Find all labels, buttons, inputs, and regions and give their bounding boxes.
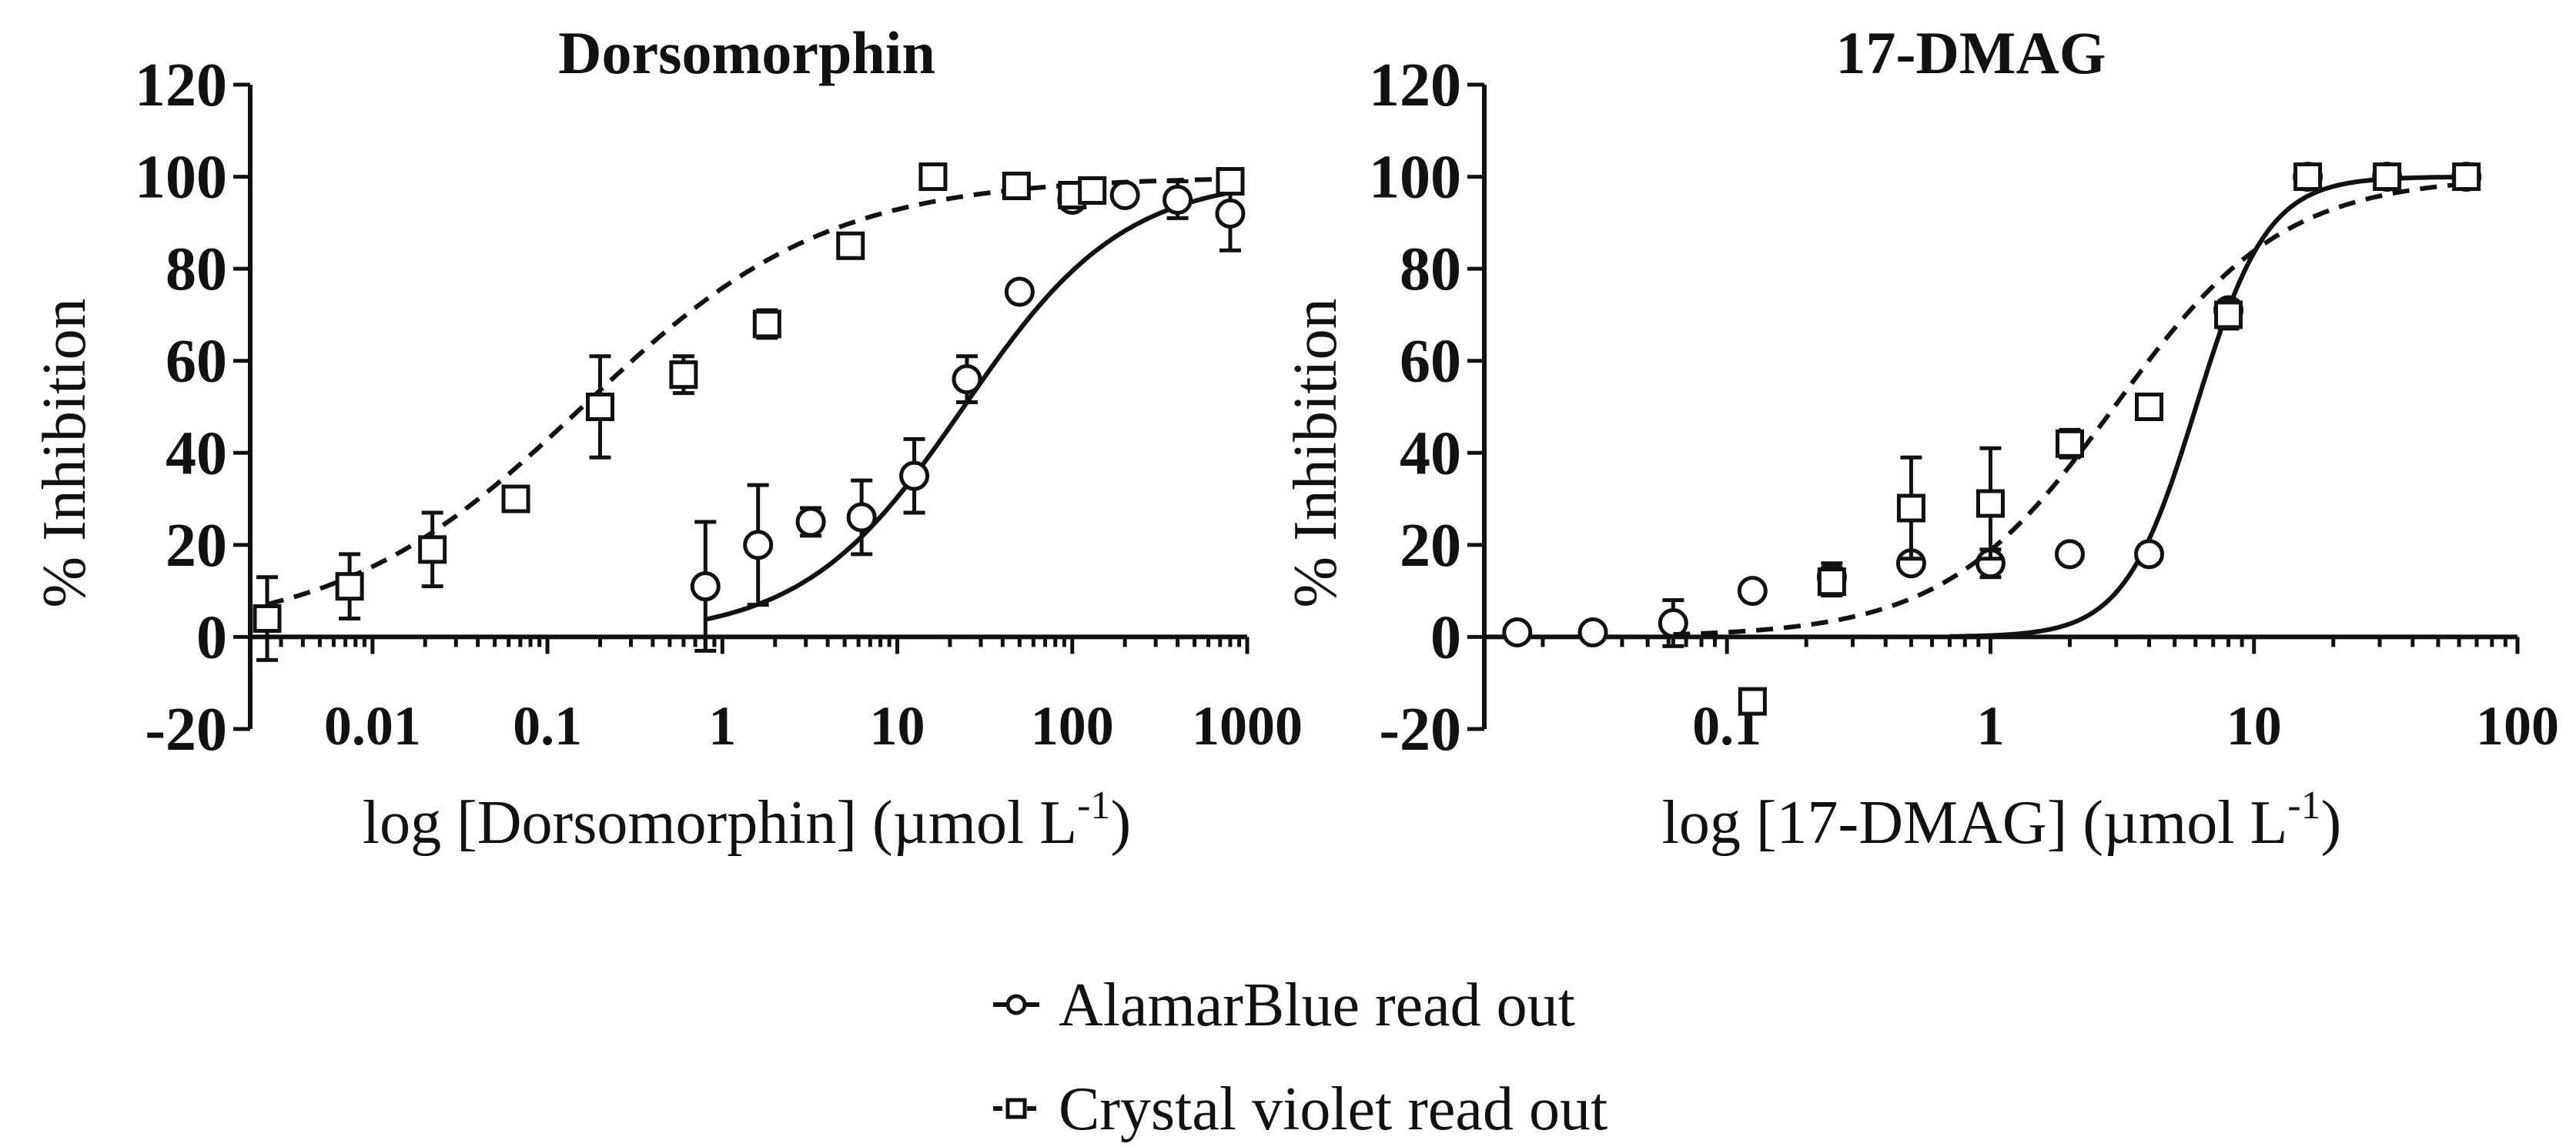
data-point-circle [1737, 576, 1768, 607]
data-point-square [1216, 167, 1245, 196]
series-alamarblue [690, 175, 1246, 653]
data-point-square [918, 162, 948, 192]
x-tick-label: 1 [708, 695, 736, 757]
data-point-square [2135, 393, 2164, 421]
x-tick-label: 100 [1031, 695, 1114, 757]
data-point-square [2214, 300, 2243, 329]
data-point-circle [743, 530, 774, 560]
x-axis-label-main: log [17-DMAG] (µmol L [1662, 789, 2288, 857]
data-point-circle [952, 364, 982, 395]
x-axis-label: log [Dorsomorphin] (µmol L-1) [363, 784, 1131, 857]
legend-item: Crystal violet read out [993, 1075, 1607, 1143]
data-point-circle [1215, 198, 1246, 229]
data-point-square [501, 484, 530, 513]
y-tick-label: 0 [196, 604, 227, 671]
data-point-square [1896, 493, 1925, 523]
y-tick-label: 60 [166, 328, 227, 396]
x-tick-label: 0.01 [324, 695, 421, 757]
data-point-circle [1658, 607, 1688, 638]
x-tick-label: 1 [1976, 695, 2004, 757]
data-point-circle [795, 507, 826, 537]
data-point-circle [2134, 539, 2165, 570]
data-point-circle [1577, 617, 1608, 647]
data-point-square [669, 360, 698, 390]
data-point-square [335, 572, 364, 601]
x-tick-label: 1000 [1192, 695, 1303, 757]
data-point-square [2055, 429, 2084, 458]
x-tick-label: 10 [2226, 695, 2282, 757]
data-point-square [1817, 567, 1846, 597]
data-point-circle [1502, 617, 1533, 647]
y-tick-label: -20 [1379, 696, 1461, 764]
series-alamarblue [1502, 162, 2482, 648]
y-tick-label: 0 [1430, 604, 1461, 671]
data-point-square [253, 604, 282, 634]
chart-panel-1: Dorsomorphin -20 0 20 40 60 80 100 120 0.01 0.1 1 10… [31, 19, 1303, 857]
x-tick-label: 10 [870, 695, 925, 757]
y-tick-label: 100 [135, 144, 227, 212]
y-axis-label: % Inhibition [31, 298, 99, 607]
data-point-square [1002, 172, 1031, 201]
x-axis-label-suffix: ) [2321, 789, 2342, 857]
y-tick-label: -20 [145, 696, 227, 764]
y-tick-label: 20 [1400, 512, 1461, 580]
chart-title: Dorsomorphin [558, 19, 935, 86]
series-crystal-violet [253, 162, 1245, 662]
fit-curve [1949, 174, 2467, 639]
fit-curve [704, 190, 1231, 622]
y-tick-label: 60 [1400, 328, 1461, 396]
fit-curve [1673, 181, 2467, 637]
data-point-circle [1163, 184, 1193, 215]
chart-title: 17-DMAG [1836, 19, 2106, 86]
legend-label: AlamarBlue read out [1059, 971, 1575, 1039]
data-point-square [1975, 489, 2005, 518]
y-tick-label: 20 [166, 512, 227, 580]
y-tick-label: 120 [135, 52, 227, 119]
data-point-square [752, 309, 781, 339]
data-point-square [2452, 162, 2481, 192]
series-crystal-violet [1673, 162, 2481, 716]
x-tick-label: 100 [2476, 695, 2559, 757]
data-point-square [418, 535, 447, 564]
x-axis-label-superscript: -1 [2287, 784, 2320, 828]
x-axis-label-suffix: ) [1110, 789, 1131, 857]
legend: AlamarBlue read out Crystal violet read o… [993, 971, 1607, 1143]
y-tick-label: 120 [1369, 52, 1461, 119]
y-tick-label: 80 [1400, 236, 1461, 303]
data-point-circle [690, 571, 721, 602]
legend-label: Crystal violet read out [1059, 1075, 1607, 1143]
data-point-square [2373, 162, 2402, 192]
legend-marker-circle [1005, 994, 1027, 1015]
y-tick-label: 80 [166, 236, 227, 303]
x-axis-label-main: log [Dorsomorphin] (µmol L [363, 789, 1077, 857]
y-tick-label: 100 [1369, 144, 1461, 212]
data-point-square [1738, 687, 1767, 716]
data-point-square [1078, 176, 1107, 206]
data-point-square [585, 393, 614, 421]
data-point-square [2293, 162, 2323, 192]
data-point-circle [846, 502, 877, 533]
x-axis-label: log [17-DMAG] (µmol L-1) [1662, 784, 2342, 857]
x-tick-label: 0.1 [513, 695, 582, 757]
data-point-circle [899, 460, 930, 491]
data-point-circle [1109, 179, 1140, 210]
y-tick-label: 40 [1400, 420, 1461, 487]
data-point-circle [1004, 276, 1035, 307]
data-point-square [836, 231, 865, 260]
data-point-circle [2054, 539, 2085, 570]
legend-item: AlamarBlue read out [993, 971, 1575, 1039]
y-tick-label: 40 [166, 420, 227, 487]
x-axis-label-superscript: -1 [1077, 784, 1110, 828]
legend-marker-square [1005, 1098, 1027, 1119]
y-axis-label: % Inhibition [1282, 298, 1350, 607]
